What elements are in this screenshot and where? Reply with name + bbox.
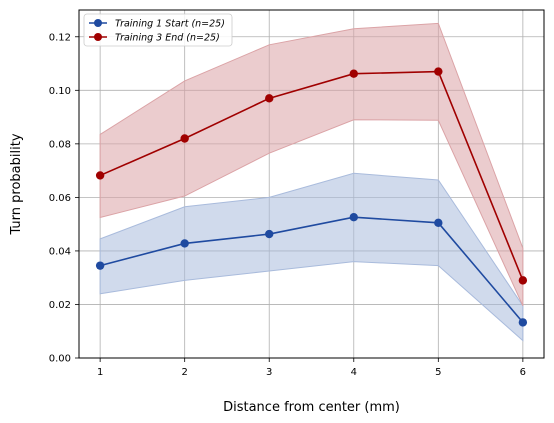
legend-marker-0: [94, 19, 102, 27]
confidence-band-0: [99, 172, 524, 342]
confidence-bands: [99, 22, 524, 342]
y-tick-label: 0.08: [49, 139, 71, 150]
data-point: [349, 212, 358, 222]
data-point: [265, 229, 274, 239]
data-point: [95, 171, 105, 180]
x-tick-label: 2: [181, 367, 187, 378]
y-tick-label: 0.00: [49, 354, 71, 365]
y-tick-label: 0.02: [49, 300, 71, 311]
y-tick-label: 0.04: [49, 246, 71, 257]
x-tick-label: 5: [435, 367, 441, 378]
legend-label-1: Training 3 End (n=25): [115, 32, 220, 43]
data-point: [95, 261, 105, 270]
series-line-0: [99, 216, 524, 323]
x-tick-label: 6: [520, 367, 526, 378]
y-tick-label: 0.06: [49, 193, 71, 204]
data-point: [434, 218, 443, 228]
x-tick-label: 3: [266, 367, 272, 378]
series-lines: [99, 70, 524, 323]
y-tick-label: 0.12: [49, 32, 71, 43]
x-axis-label: Distance from center (mm): [223, 400, 400, 415]
x-tick-label: 4: [351, 367, 357, 378]
data-point: [518, 318, 528, 327]
plot-frame: [78, 9, 545, 359]
y-axis-ticks: 0.00 0.02 0.04 0.06 0.08 0.10 0.12: [49, 32, 79, 365]
data-points: [95, 67, 528, 327]
series-line-1: [99, 70, 524, 281]
data-point: [180, 134, 189, 143]
y-tick-label: 0.10: [49, 86, 71, 97]
x-axis-ticks: 1 2 3 4 5 6: [97, 358, 526, 378]
x-tick-label: 1: [97, 367, 103, 378]
legend: Training 1 Start (n=25) Training 3 End (n…: [83, 13, 233, 47]
data-point: [180, 239, 189, 248]
data-point: [349, 69, 358, 78]
y-axis-label: Turn probability: [9, 133, 24, 235]
confidence-band-1: [99, 22, 524, 307]
legend-marker-1: [94, 33, 102, 41]
data-point: [434, 67, 443, 76]
data-point: [518, 276, 528, 285]
legend-label-0: Training 1 Start (n=25): [115, 18, 225, 29]
data-point: [265, 94, 274, 103]
legend-box: [83, 13, 233, 47]
